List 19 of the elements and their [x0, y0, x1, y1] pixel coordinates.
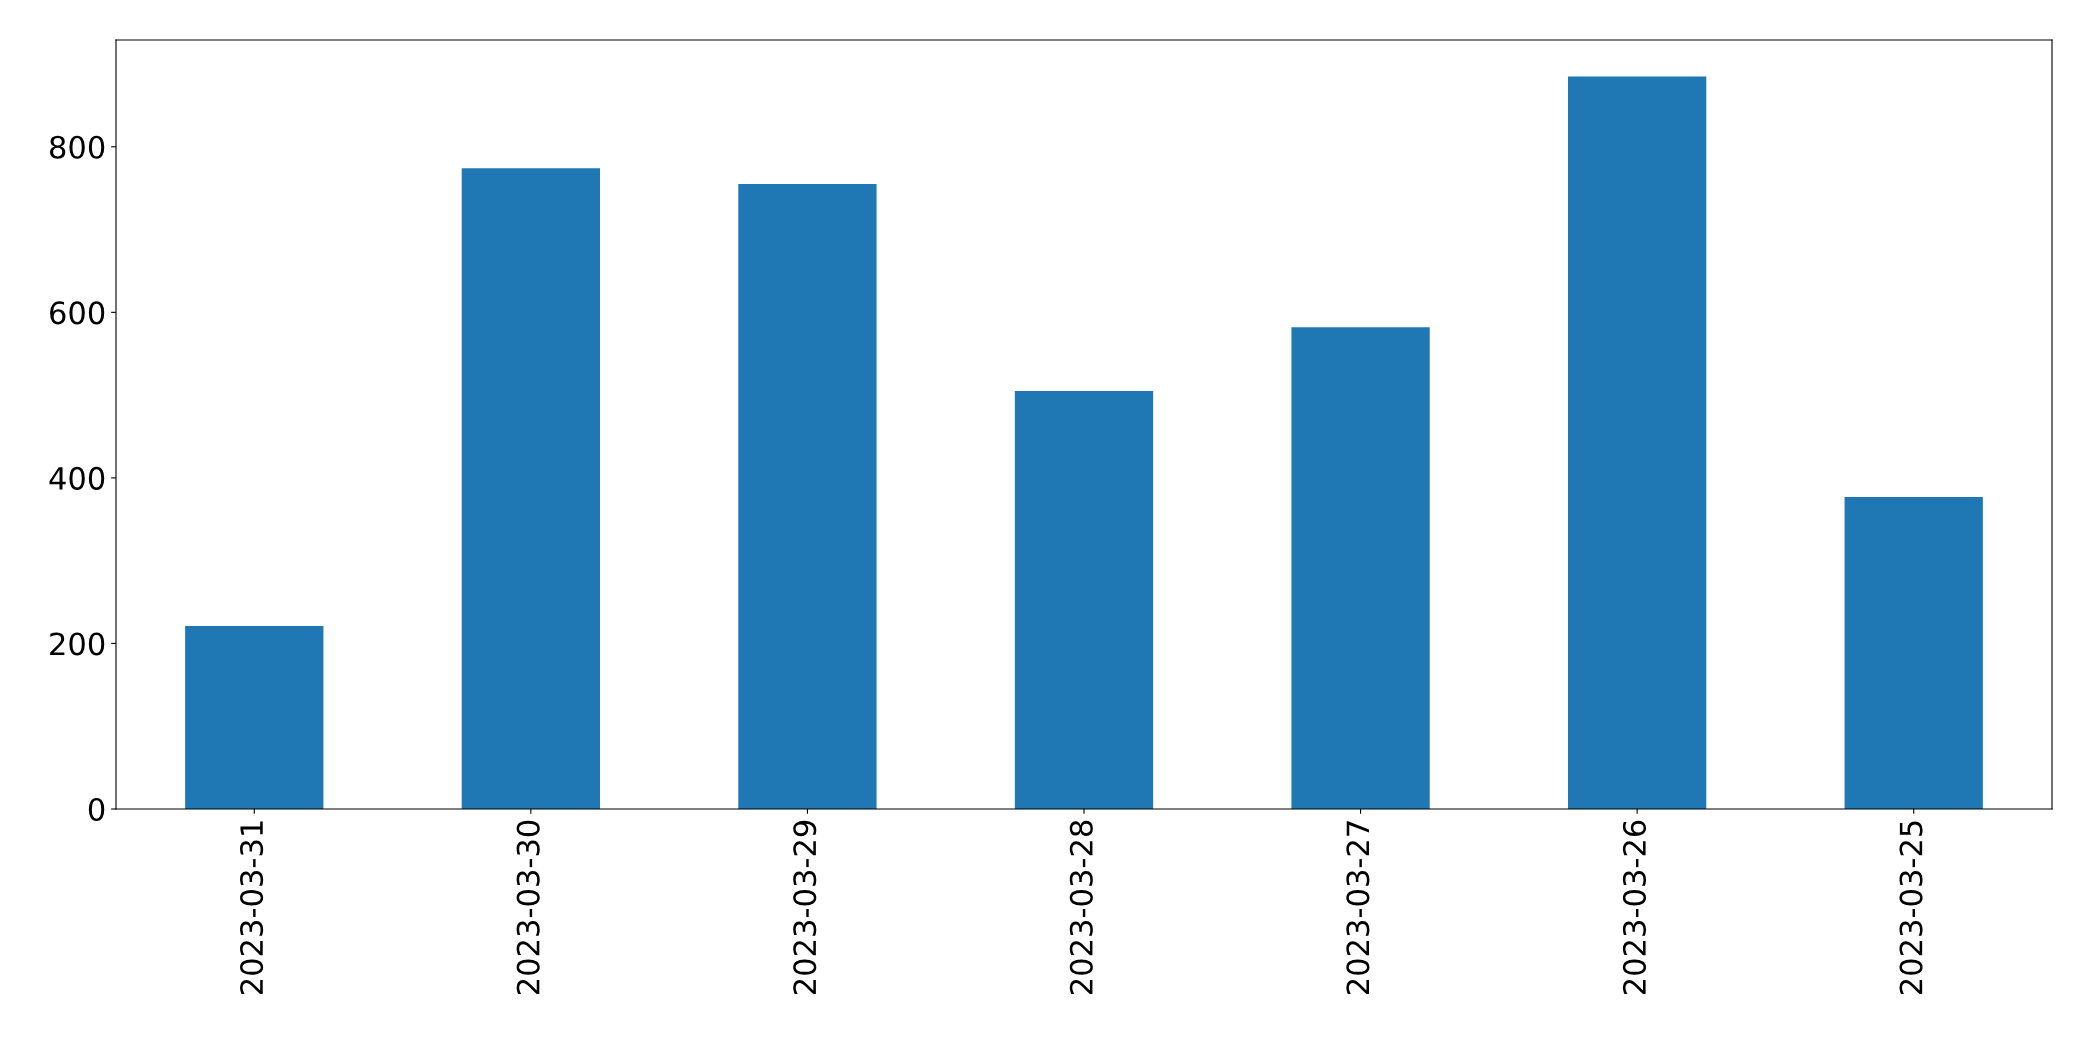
bar — [1014, 390, 1154, 809]
x-tick-label: 2023-03-31 — [240, 821, 264, 995]
bar — [1291, 327, 1430, 809]
x-tick-label: 2023-03-30 — [516, 820, 540, 995]
bar — [185, 626, 324, 809]
y-tick-label: 600 — [50, 301, 105, 325]
bar — [1844, 496, 1983, 809]
x-tick-label: 2023-03-29 — [793, 820, 817, 995]
x-tick-label: 2023-03-25 — [1899, 821, 1923, 995]
y-tick-label: 0 — [88, 797, 105, 822]
bar — [461, 168, 600, 809]
bar — [738, 184, 877, 809]
y-tick-label: 200 — [50, 632, 105, 656]
x-tick-label: 2023-03-26 — [1622, 820, 1647, 995]
x-tick-label: 2023-03-28 — [1069, 820, 1093, 995]
y-tick-label: 800 — [50, 135, 105, 159]
bar — [1568, 76, 1707, 809]
x-tick-label: 2023-03-27 — [1346, 821, 1370, 995]
y-tick-label: 400 — [49, 466, 105, 490]
